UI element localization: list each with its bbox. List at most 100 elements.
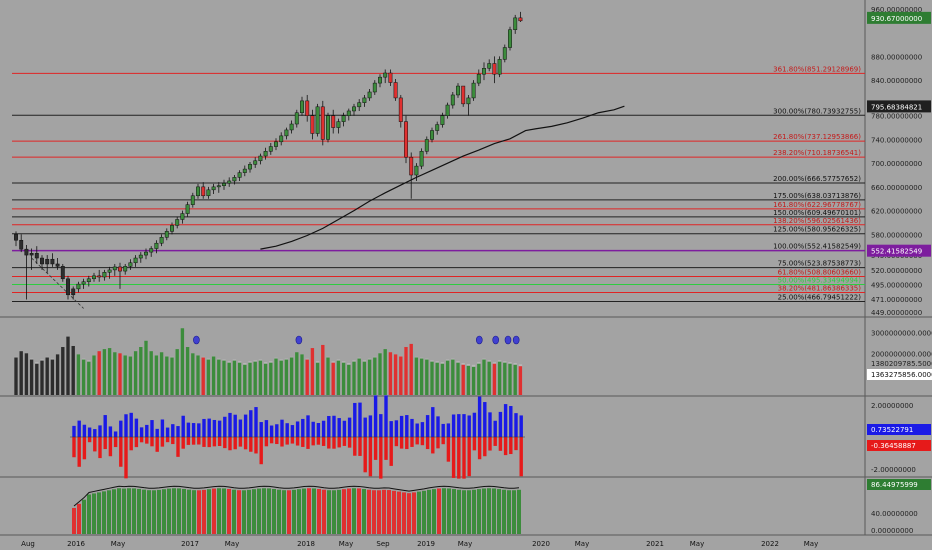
oscillator-negative-bar (389, 437, 393, 466)
volume-bar (66, 336, 70, 395)
moving-average-line (260, 105, 625, 250)
price-axis-tick: 471.00000000 (871, 296, 922, 304)
percent-bar (177, 488, 181, 534)
volume-bar (50, 359, 55, 395)
oscillator-negative-bar (176, 437, 180, 457)
volume-bar (61, 347, 65, 395)
candle-body (435, 124, 440, 131)
oscillator-negative-bar (467, 437, 471, 477)
volume-bar (482, 359, 486, 395)
percent-bar (337, 489, 341, 534)
candle-body (346, 110, 351, 116)
oscillator-positive-bar (514, 413, 518, 437)
oscillator-negative-bar (108, 437, 113, 457)
percent-bar (397, 491, 401, 534)
oscillator-negative-bar (212, 437, 217, 447)
x-axis-label: May (111, 540, 125, 548)
candle-body (326, 115, 330, 140)
candle-body (118, 266, 122, 272)
oscillator-negative-bar (264, 437, 269, 447)
volume-bar (425, 359, 429, 395)
volume-bar (118, 353, 122, 395)
candle-body (310, 115, 315, 134)
oscillator-positive-bar (139, 427, 144, 437)
fib-level-label: 161.80%(622.96778767) (773, 201, 861, 209)
oscillator-positive-bar (87, 427, 92, 437)
fib-level-label: 25.00%(466.79451222) (778, 293, 862, 301)
percent-bar (322, 489, 326, 534)
level-value-label: 552.41582549 (871, 248, 922, 256)
oscillator-positive-bar (441, 423, 445, 437)
fib-level-label: 38.20%(481.86386335) (778, 285, 862, 293)
candle-body (487, 63, 492, 69)
candle-body (227, 180, 232, 184)
oscillator-negative-bar (254, 437, 258, 454)
oscillator-positive-bar (467, 415, 471, 437)
percent-bar (332, 490, 336, 534)
percent-bar (487, 488, 491, 534)
oscillator-positive-bar (77, 420, 81, 437)
percent-bar (172, 488, 176, 534)
candle-body (164, 231, 169, 238)
volume-bar (409, 343, 413, 395)
volume-bar (123, 355, 127, 395)
percent-bar (102, 491, 106, 534)
volume-label-2-bg (867, 369, 932, 380)
oscillator-positive-bar (98, 425, 102, 437)
volume-bar (487, 361, 491, 395)
candle-body (263, 151, 268, 157)
percent-bar (137, 488, 141, 534)
candle-body (471, 82, 476, 99)
percent-bar (427, 489, 431, 534)
percent-bar (212, 488, 216, 534)
volume-bar (55, 354, 60, 395)
volume-value-label-2: 1363275856.00000000 (871, 371, 932, 379)
oscillator-positive-bar (181, 415, 185, 437)
oscillator-positive-bar (301, 418, 305, 437)
candle-body (66, 278, 70, 296)
candle-body (55, 263, 60, 267)
oscillator-negative-bar (405, 437, 409, 450)
last-price-label-bg (867, 11, 931, 24)
candle-body (24, 248, 29, 256)
candle-body (398, 97, 403, 122)
percent-bar (357, 488, 361, 534)
x-axis-label: May (339, 540, 353, 548)
oscillator-negative-bar (191, 437, 196, 445)
x-axis-label: 2016 (67, 540, 85, 548)
oscillator-axis-tick: 2.00000000 (871, 402, 913, 410)
volume-marker-icon (475, 335, 483, 345)
volume-marker-icon (492, 335, 500, 345)
percent-bar (462, 490, 466, 534)
volume-bar (133, 351, 138, 395)
oscillator-positive-bar (405, 415, 409, 437)
ma-value-label: 795.68384821 (871, 103, 922, 111)
fib-level-label: 138.20%(596.02561436) (773, 217, 861, 225)
x-axis-label: 2018 (297, 540, 315, 548)
percent-bar (482, 488, 486, 534)
oscillator-negative-bar (238, 437, 243, 447)
oscillator-negative-bar (384, 437, 388, 460)
percent-bar (232, 489, 236, 534)
oscillator-negative-bar (82, 437, 87, 460)
candle-body (60, 266, 65, 280)
oscillator-negative-bar (160, 437, 165, 447)
x-axis-label: May (804, 540, 818, 548)
price-axis-tick: 520.00000000 (871, 267, 922, 275)
oscillator-negative-bar (129, 437, 133, 451)
volume-bar (513, 364, 517, 395)
volume-bar (165, 356, 169, 395)
oscillator-negative-bar (488, 437, 492, 451)
candle-body (45, 258, 50, 265)
price-axis-tick: 880.00000000 (871, 53, 922, 61)
oscillator-negative-bar (285, 437, 289, 445)
percent-bar (112, 489, 116, 534)
volume-bar (466, 365, 471, 395)
oscillator-negative-bar (379, 437, 383, 479)
oscillator-positive-bar (327, 416, 331, 437)
oscillator-positive-bar (254, 407, 258, 437)
percent-bar (432, 489, 436, 534)
candle-body (388, 72, 393, 83)
oscillator-negative-bar (410, 437, 414, 447)
